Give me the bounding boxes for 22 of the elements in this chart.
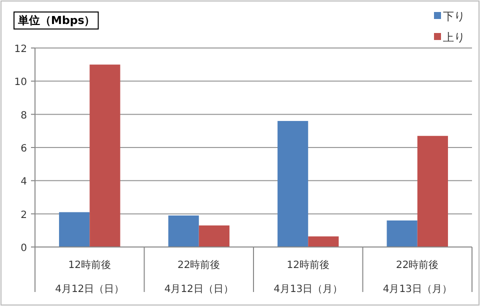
bar: [59, 212, 90, 247]
y-tick-label: 6: [20, 144, 27, 154]
y-tick-label: 2: [20, 210, 27, 221]
y-axis-title: 単位（Mbps）: [17, 14, 96, 27]
bar: [417, 136, 448, 247]
legend-label: 上り: [443, 31, 465, 44]
bar: [386, 220, 418, 247]
legend-label: 下り: [443, 10, 465, 23]
category-label: 12時前後 4月12日（日）: [55, 260, 124, 295]
y-tick-label: 10: [14, 77, 27, 88]
bar: [168, 215, 199, 247]
y-tick-label: 12: [14, 44, 27, 55]
bar: [278, 120, 308, 247]
category-label: 22時前後 4月12日（日）: [164, 260, 234, 295]
y-tick-label: 4: [20, 176, 27, 188]
category-label: 22時前後 4月13日（月）: [382, 260, 452, 295]
bar: [308, 236, 339, 247]
bar: [198, 225, 230, 247]
y-tick-label: 8: [20, 110, 27, 122]
category-label: 12時前後 4月13日（月）: [274, 260, 343, 295]
bar: [90, 64, 120, 247]
y-tick-label: 0: [20, 243, 27, 254]
